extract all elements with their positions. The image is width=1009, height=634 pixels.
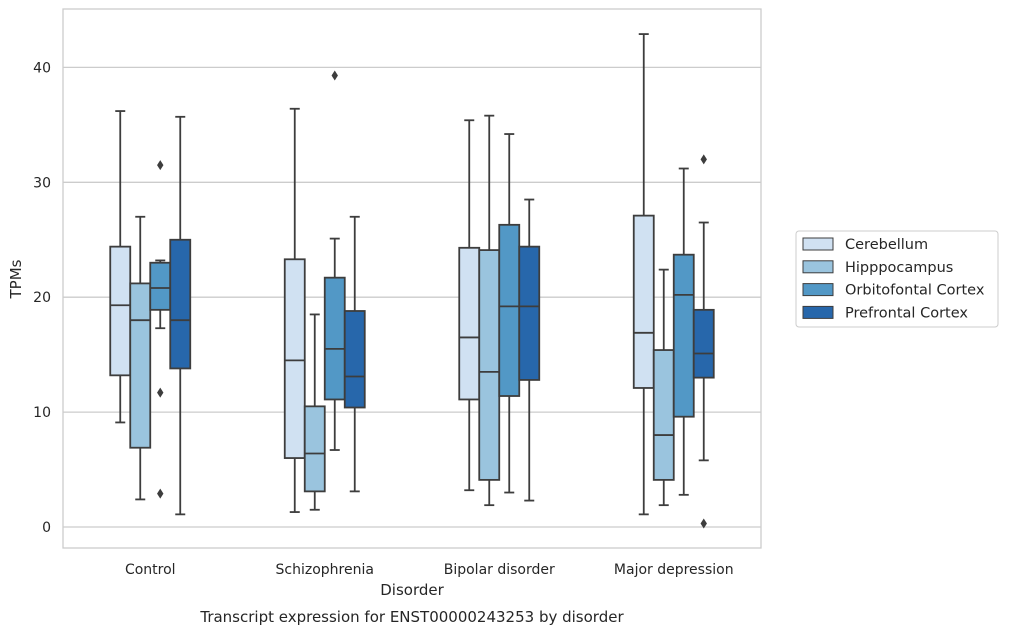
box-body (129, 282, 152, 449)
outlier-point (157, 160, 164, 171)
legend-swatch (802, 237, 834, 251)
y-tick-label: 20 (33, 290, 51, 306)
legend-label: Prefrontal Cortex (845, 305, 968, 321)
outlier-point (157, 488, 164, 499)
box-body (303, 405, 326, 493)
box-cerebellum (458, 119, 481, 492)
boxes (109, 33, 715, 529)
box-body (632, 214, 655, 389)
box-prefrontal-cortex (692, 154, 715, 529)
box-body (672, 253, 695, 418)
box-cerebellum (632, 33, 655, 516)
box-body (652, 349, 675, 481)
box-prefrontal-cortex (518, 198, 541, 502)
x-tick-label: Control (125, 562, 176, 578)
chart-title: Transcript expression for ENST0000024325… (199, 608, 624, 626)
x-tick-label: Major depression (614, 562, 734, 578)
x-axis-ticks: Control Schizophrenia Bipolar disorder Majo… (125, 562, 734, 578)
box-prefrontal-cortex (169, 115, 192, 516)
legend-swatch (802, 305, 834, 319)
legend-label: Orbitofontal Cortex (845, 283, 985, 299)
outlier-point (700, 154, 707, 165)
box-body (478, 249, 501, 481)
outlier-point (331, 70, 338, 81)
y-tick-label: 30 (33, 175, 51, 191)
plot-area-frame (62, 8, 762, 549)
box-orbitofontal-cortex (498, 133, 521, 494)
box-orbitofontal-cortex (149, 160, 172, 499)
legend-label: Hipppocampus (845, 260, 953, 276)
y-tick-label: 10 (33, 405, 51, 421)
x-tick-label: Schizophrenia (276, 562, 374, 578)
box-hipppocampus (478, 114, 501, 507)
y-axis-ticks: 0 10 20 30 40 (33, 60, 51, 536)
box-body (458, 246, 481, 401)
legend-swatch (802, 260, 834, 274)
box-body (692, 308, 715, 379)
outlier-point (700, 518, 707, 529)
box-body (498, 223, 521, 397)
legend-frame (795, 230, 999, 328)
box-orbitofontal-cortex (323, 70, 346, 451)
y-tick-label: 40 (33, 60, 51, 76)
box-body (323, 276, 346, 401)
box-body (283, 258, 306, 459)
y-axis-label: TPMs (7, 259, 25, 299)
box-body (169, 238, 192, 370)
box-body (518, 245, 541, 381)
box-body (343, 310, 366, 409)
box-body (109, 245, 132, 377)
legend-swatch (802, 283, 834, 297)
outlier-point (157, 387, 164, 398)
x-axis-label: Disorder (380, 581, 444, 599)
box-cerebellum (109, 110, 132, 424)
box-hipppocampus (652, 268, 675, 507)
box-hipppocampus (129, 215, 152, 501)
x-tick-label: Bipolar disorder (444, 562, 555, 578)
y-tick-label: 0 (42, 520, 51, 536)
legend-label: Cerebellum (845, 237, 928, 253)
box-orbitofontal-cortex (672, 167, 695, 496)
legend: Cerebellum Hipppocampus Orbitofontal Corte… (795, 230, 999, 328)
box-prefrontal-cortex (343, 215, 366, 493)
box-cerebellum (283, 107, 306, 513)
box-hipppocampus (303, 313, 326, 511)
box-body (149, 261, 172, 311)
